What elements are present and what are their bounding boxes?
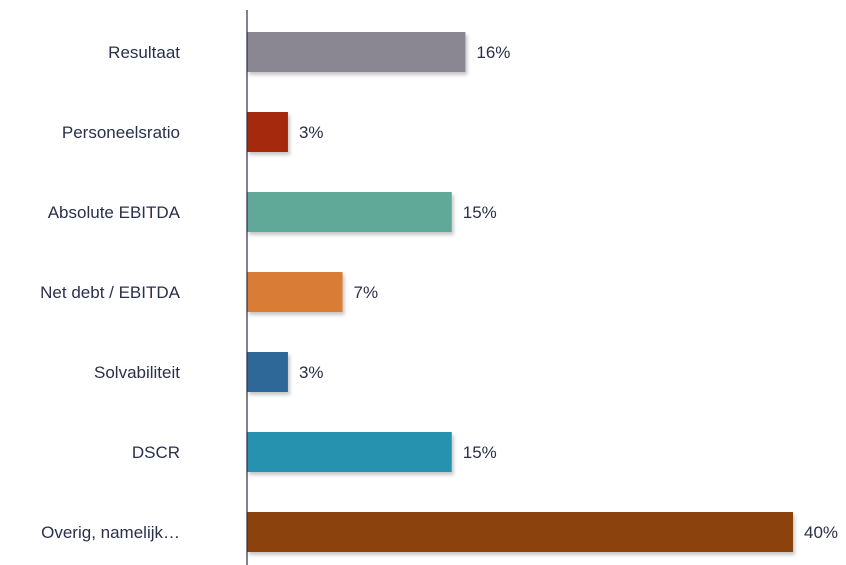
value-label: 7%	[354, 283, 379, 302]
value-label: 15%	[463, 203, 497, 222]
bar	[247, 192, 452, 232]
bar	[247, 432, 452, 472]
category-label: Absolute EBITDA	[48, 203, 181, 222]
bar	[247, 272, 343, 312]
category-label: Overig, namelijk…	[41, 523, 180, 542]
labels-layer: Resultaat 16% Personeelsratio 3% Absolute EB…	[40, 43, 838, 542]
category-label: Resultaat	[108, 43, 180, 62]
value-label: 40%	[804, 523, 838, 542]
category-label: Solvabiliteit	[94, 363, 180, 382]
category-label: Personeelsratio	[62, 123, 180, 142]
bar	[247, 352, 288, 392]
value-label: 3%	[299, 123, 324, 142]
category-label: DSCR	[132, 443, 180, 462]
value-label: 3%	[299, 363, 324, 382]
bar	[247, 32, 466, 72]
value-label: 16%	[476, 43, 510, 62]
bar	[247, 512, 793, 552]
bars-layer	[247, 32, 793, 552]
bar	[247, 112, 288, 152]
category-label: Net debt / EBITDA	[40, 283, 180, 302]
value-label: 15%	[463, 443, 497, 462]
